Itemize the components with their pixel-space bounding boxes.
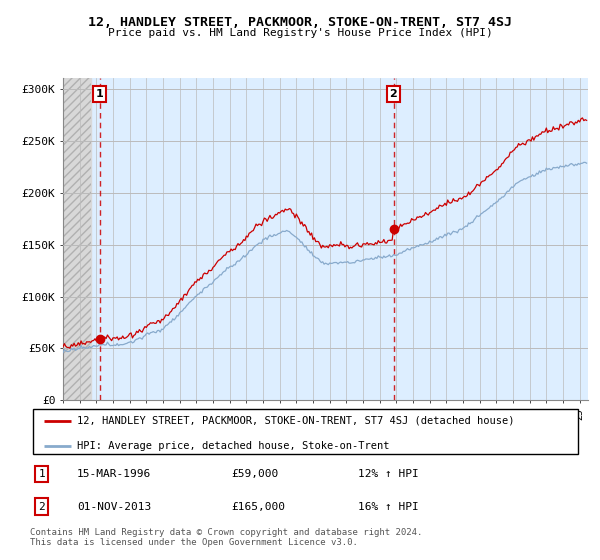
- Text: 2: 2: [389, 89, 397, 99]
- Bar: [63, 78, 588, 400]
- Text: £165,000: £165,000: [232, 502, 286, 511]
- Text: 1: 1: [38, 469, 45, 479]
- Text: 12% ↑ HPI: 12% ↑ HPI: [358, 469, 419, 479]
- Text: HPI: Average price, detached house, Stoke-on-Trent: HPI: Average price, detached house, Stok…: [77, 441, 389, 451]
- Bar: [63, 78, 91, 400]
- Text: 12, HANDLEY STREET, PACKMOOR, STOKE-ON-TRENT, ST7 4SJ: 12, HANDLEY STREET, PACKMOOR, STOKE-ON-T…: [88, 16, 512, 29]
- Text: 1: 1: [96, 89, 104, 99]
- Text: 16% ↑ HPI: 16% ↑ HPI: [358, 502, 419, 511]
- FancyBboxPatch shape: [33, 409, 578, 454]
- Text: 15-MAR-1996: 15-MAR-1996: [77, 469, 151, 479]
- Text: 2: 2: [38, 502, 45, 511]
- Text: Contains HM Land Registry data © Crown copyright and database right 2024.
This d: Contains HM Land Registry data © Crown c…: [30, 528, 422, 547]
- Bar: [63, 78, 91, 400]
- Text: 01-NOV-2013: 01-NOV-2013: [77, 502, 151, 511]
- Text: 12, HANDLEY STREET, PACKMOOR, STOKE-ON-TRENT, ST7 4SJ (detached house): 12, HANDLEY STREET, PACKMOOR, STOKE-ON-T…: [77, 416, 514, 426]
- Text: Price paid vs. HM Land Registry's House Price Index (HPI): Price paid vs. HM Land Registry's House …: [107, 28, 493, 38]
- Text: £59,000: £59,000: [232, 469, 279, 479]
